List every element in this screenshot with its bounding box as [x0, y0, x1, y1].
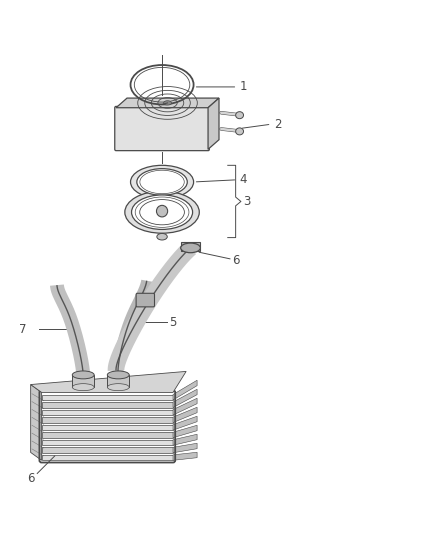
Ellipse shape — [131, 165, 194, 199]
Bar — [42, 425, 173, 430]
Ellipse shape — [107, 371, 129, 379]
Bar — [42, 432, 173, 438]
Bar — [42, 455, 173, 461]
Polygon shape — [173, 425, 197, 438]
Polygon shape — [173, 380, 197, 400]
Text: 1: 1 — [240, 80, 247, 93]
Bar — [72, 375, 94, 387]
Bar — [42, 410, 173, 415]
Text: 2: 2 — [274, 118, 281, 131]
Polygon shape — [173, 389, 197, 408]
FancyBboxPatch shape — [136, 293, 155, 307]
Text: 7: 7 — [19, 322, 27, 336]
Ellipse shape — [140, 199, 184, 225]
Ellipse shape — [156, 205, 168, 217]
Polygon shape — [208, 98, 219, 149]
Ellipse shape — [131, 195, 193, 229]
Ellipse shape — [157, 233, 167, 240]
Bar — [107, 375, 129, 387]
Ellipse shape — [107, 384, 129, 391]
Text: 4: 4 — [240, 173, 247, 186]
Ellipse shape — [236, 128, 244, 135]
Polygon shape — [31, 384, 42, 461]
Polygon shape — [173, 434, 197, 445]
Ellipse shape — [72, 371, 94, 379]
Bar — [42, 440, 173, 445]
Polygon shape — [173, 398, 197, 415]
Text: 3: 3 — [243, 195, 251, 208]
Text: 6: 6 — [232, 254, 240, 266]
Text: 6: 6 — [27, 472, 35, 485]
Bar — [42, 447, 173, 453]
Ellipse shape — [140, 170, 184, 193]
Polygon shape — [173, 443, 197, 453]
Bar — [42, 417, 173, 423]
Polygon shape — [31, 372, 186, 392]
Polygon shape — [173, 416, 197, 430]
Polygon shape — [116, 98, 219, 108]
Ellipse shape — [137, 168, 187, 195]
Ellipse shape — [180, 243, 200, 253]
Ellipse shape — [125, 191, 199, 233]
Ellipse shape — [135, 197, 189, 228]
Text: 5: 5 — [169, 316, 176, 328]
FancyBboxPatch shape — [115, 107, 209, 151]
Ellipse shape — [236, 112, 244, 119]
Polygon shape — [173, 407, 197, 423]
Bar — [181, 242, 200, 252]
Ellipse shape — [72, 384, 94, 391]
Bar — [42, 402, 173, 408]
Polygon shape — [173, 453, 197, 461]
Ellipse shape — [163, 101, 172, 105]
Bar — [42, 394, 173, 400]
